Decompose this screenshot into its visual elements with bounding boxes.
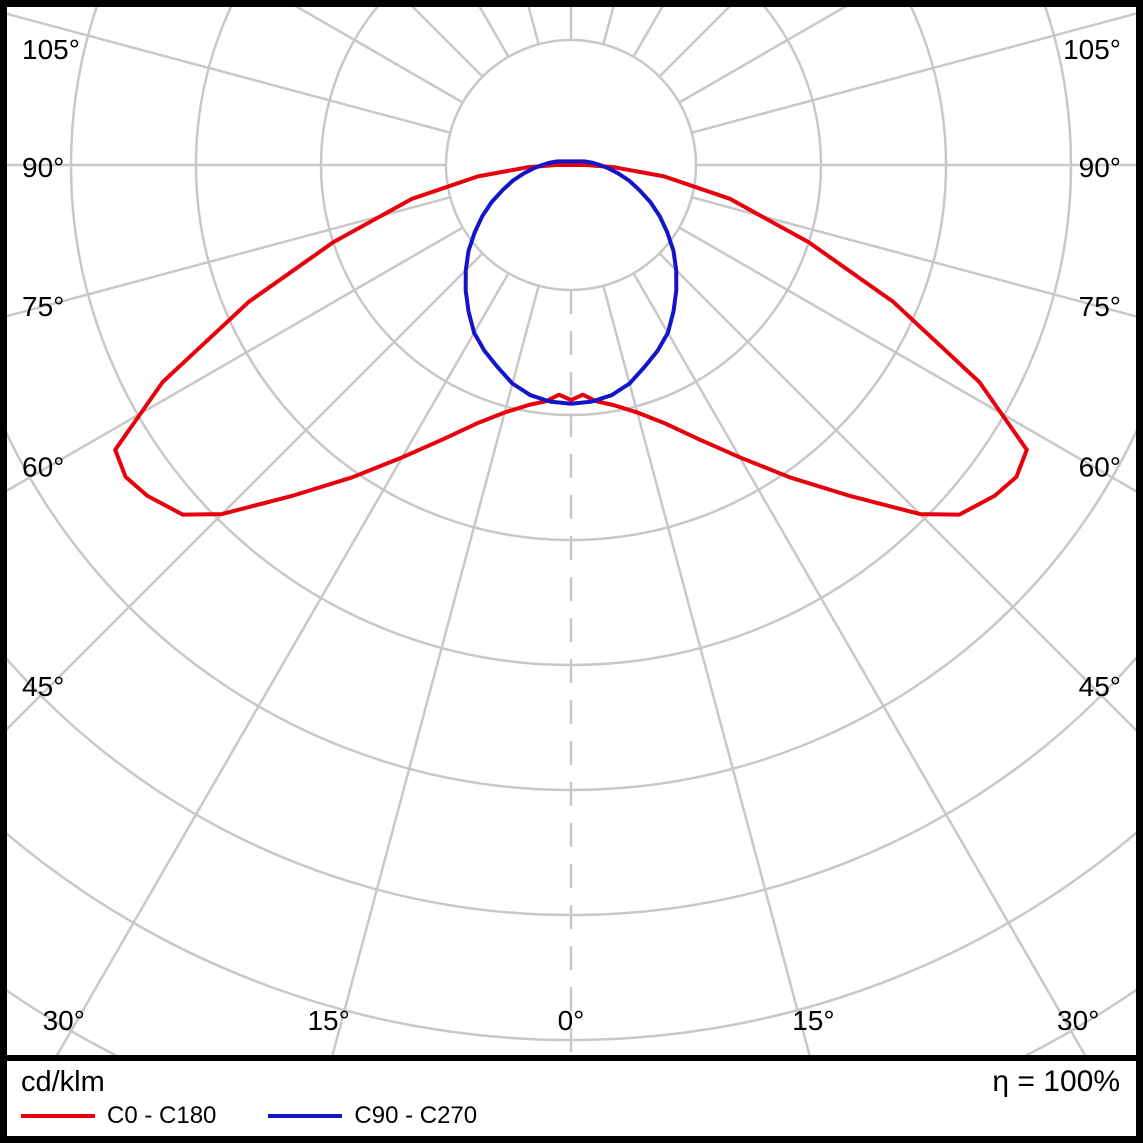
angle-label: 105° <box>22 34 80 65</box>
legend-item-c90-c270: C90 - C270 <box>268 1102 477 1130</box>
legend-label-c0-c180: C0 - C180 <box>107 1102 217 1129</box>
grid-ray <box>7 226 464 493</box>
angle-label: 30° <box>1057 1005 1099 1036</box>
angle-label: 90° <box>22 152 64 183</box>
grid-ray <box>7 196 451 318</box>
grid-ray <box>7 12 451 134</box>
angle-label: 75° <box>1079 291 1121 322</box>
legend-footer: cd/klm η = 100% C0 - C180 C90 - C270 <box>7 1061 1136 1136</box>
grid-ray <box>691 12 1136 134</box>
curve-c90-c270 <box>463 159 679 406</box>
angle-label: 45° <box>22 671 64 702</box>
efficiency-label: η = 100% <box>992 1065 1120 1098</box>
angle-label: 90° <box>1079 152 1121 183</box>
legend-row: C0 - C180 C90 - C270 <box>21 1102 1120 1130</box>
units-label: cd/klm <box>21 1066 105 1098</box>
angle-label: 0° <box>558 1005 585 1036</box>
angle-label: 60° <box>1079 452 1121 483</box>
footer-row-units: cd/klm η = 100% <box>21 1065 1120 1099</box>
grid-ray <box>602 7 615 45</box>
angle-label: 15° <box>307 1005 349 1036</box>
divider-line <box>7 1055 1136 1061</box>
angle-label: 45° <box>1079 671 1121 702</box>
grid-ray <box>478 7 510 58</box>
grid-ray <box>7 252 484 731</box>
legend-label-c90-c270: C90 - C270 <box>354 1102 478 1129</box>
grid-ray <box>55 272 510 1055</box>
legend-item-c0-c180: C0 - C180 <box>21 1102 216 1130</box>
grid-ray <box>678 226 1136 493</box>
grid-ray <box>602 285 811 1055</box>
curve-c0-c180 <box>113 163 1029 517</box>
grid-ray <box>632 7 664 58</box>
grid-ray <box>527 7 540 45</box>
angle-label: 60° <box>22 452 64 483</box>
legend-line-red <box>21 1114 95 1118</box>
grid-ray <box>331 285 540 1055</box>
polar-chart-canvas: 105° 90° 75° 60° 45° 105° 90° 75° 60° 45° 30° 15° 0°… <box>7 7 1136 1055</box>
angle-label: 105° <box>1063 34 1121 65</box>
grid-ray <box>632 272 1087 1055</box>
angle-label: 15° <box>792 1005 834 1036</box>
grid-ray <box>658 252 1136 732</box>
legend-line-blue <box>268 1114 343 1118</box>
angle-label: 75° <box>22 291 64 322</box>
grid-ray <box>691 196 1136 318</box>
angle-label: 30° <box>43 1005 85 1036</box>
